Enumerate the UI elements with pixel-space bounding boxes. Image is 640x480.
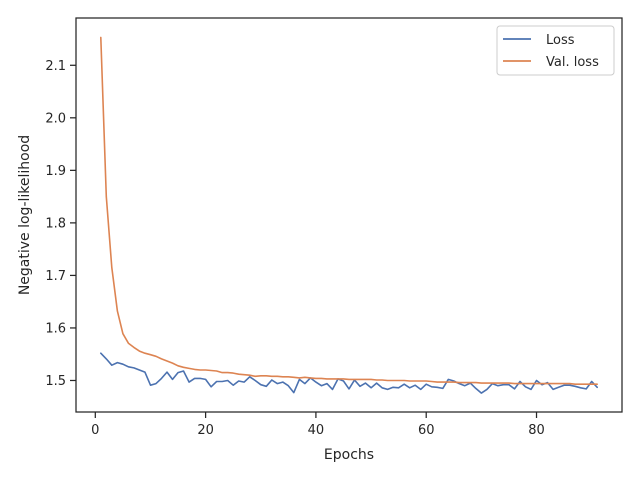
y-tick-label: 1.9 — [45, 164, 66, 179]
series-line-loss — [100, 352, 599, 394]
axes-frame — [75, 17, 623, 413]
y-axis-title: Negative log-likelihood — [17, 135, 33, 295]
y-tick-label: 1.6 — [45, 321, 66, 336]
legend: Loss Val. loss — [496, 25, 615, 76]
y-tick-label: 2.1 — [45, 59, 66, 74]
x-tick-label: 80 — [528, 423, 545, 438]
x-axis-title: Epochs — [324, 447, 374, 463]
x-tick-label: 20 — [197, 423, 214, 438]
x-tick-label: 0 — [91, 423, 99, 438]
x-tick-label: 60 — [418, 423, 435, 438]
x-tick-label: 40 — [308, 423, 325, 438]
y-tick-label: 1.5 — [45, 374, 66, 389]
legend-label: Val. loss — [546, 55, 599, 70]
y-tick-label: 1.7 — [45, 269, 66, 284]
y-tick-label: 1.8 — [45, 216, 66, 231]
legend-label: Loss — [546, 33, 575, 48]
y-tick-label: 2.0 — [45, 111, 66, 126]
series-line-val-loss — [100, 36, 599, 386]
